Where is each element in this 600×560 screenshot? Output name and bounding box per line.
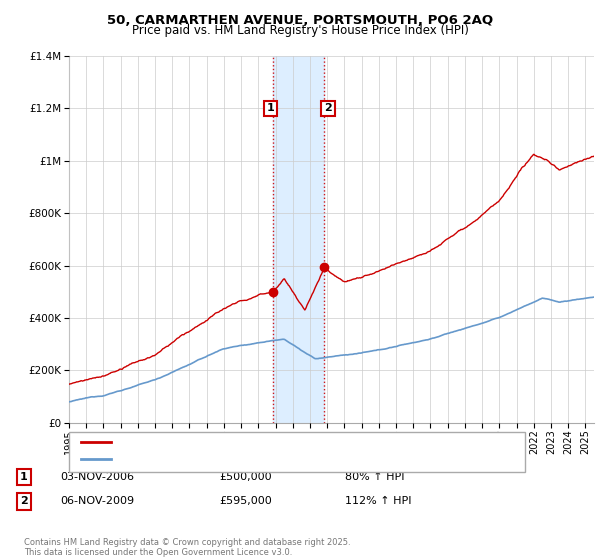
- Text: 1: 1: [266, 104, 274, 113]
- Text: £500,000: £500,000: [219, 472, 272, 482]
- Bar: [273, 56, 325, 423]
- Text: £595,000: £595,000: [219, 496, 272, 506]
- Text: 03-NOV-2006: 03-NOV-2006: [60, 472, 134, 482]
- Text: Contains HM Land Registry data © Crown copyright and database right 2025.
This d: Contains HM Land Registry data © Crown c…: [24, 538, 350, 557]
- Text: 50, CARMARTHEN AVENUE, PORTSMOUTH, PO6 2AQ: 50, CARMARTHEN AVENUE, PORTSMOUTH, PO6 2…: [107, 14, 493, 27]
- Text: Price paid vs. HM Land Registry's House Price Index (HPI): Price paid vs. HM Land Registry's House …: [131, 24, 469, 37]
- Text: 2: 2: [20, 496, 28, 506]
- Text: HPI: Average price, detached house, Portsmouth: HPI: Average price, detached house, Port…: [117, 454, 370, 464]
- Text: 80% ↑ HPI: 80% ↑ HPI: [345, 472, 404, 482]
- Text: 2: 2: [324, 104, 332, 113]
- Text: 50, CARMARTHEN AVENUE, PORTSMOUTH, PO6 2AQ (detached house): 50, CARMARTHEN AVENUE, PORTSMOUTH, PO6 2…: [117, 437, 481, 447]
- Text: 1: 1: [20, 472, 28, 482]
- Text: 112% ↑ HPI: 112% ↑ HPI: [345, 496, 412, 506]
- Text: 06-NOV-2009: 06-NOV-2009: [60, 496, 134, 506]
